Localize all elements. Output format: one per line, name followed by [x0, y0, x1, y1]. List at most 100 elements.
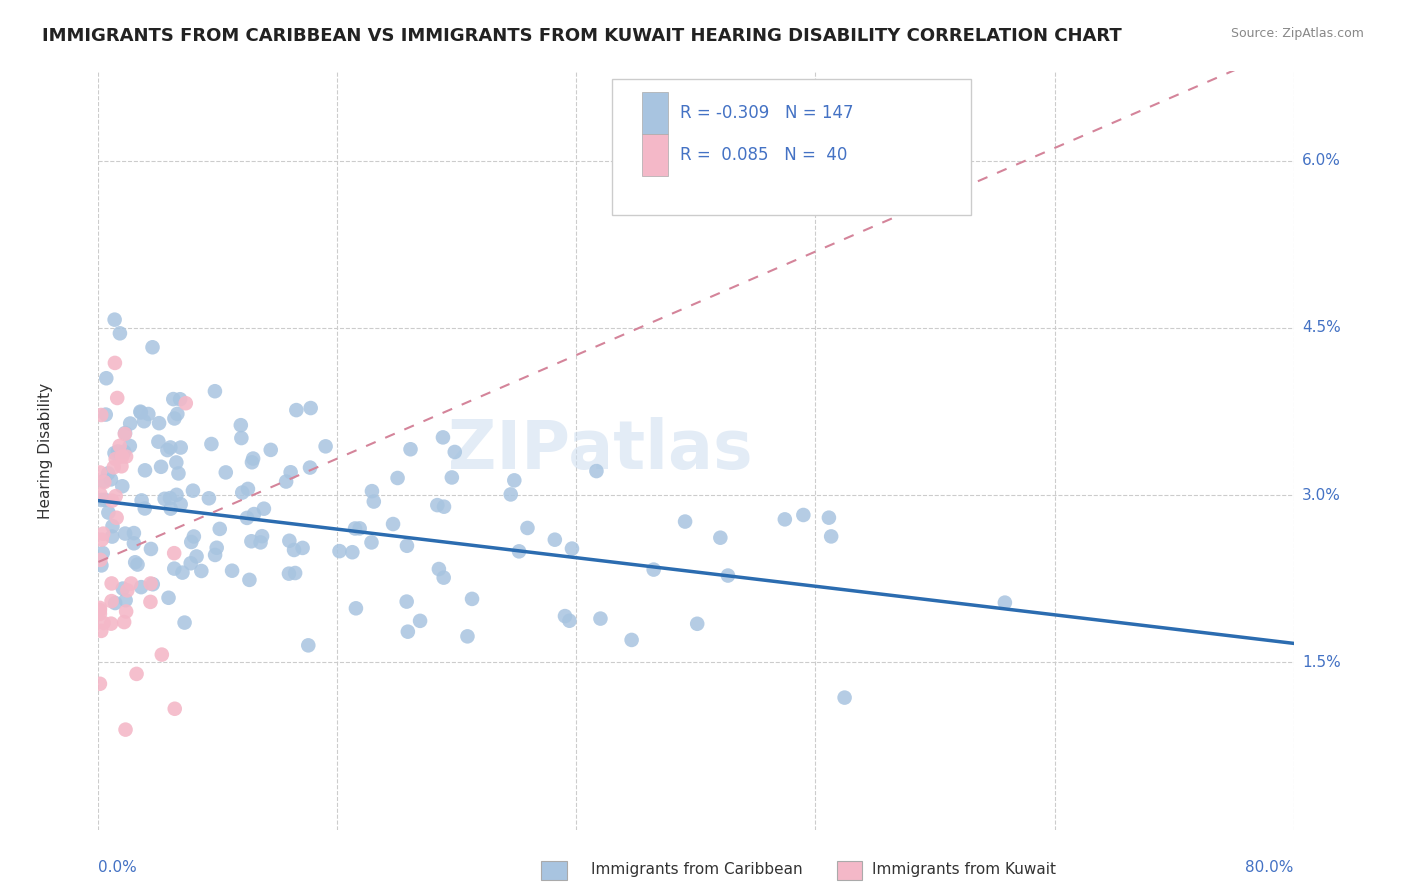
Point	[104, 596, 127, 610]
Point	[134, 501, 156, 516]
Point	[315, 439, 337, 453]
Point	[120, 576, 142, 591]
Point	[174, 396, 197, 410]
Point	[89, 466, 111, 480]
Point	[278, 533, 301, 548]
Point	[361, 484, 384, 499]
Point	[97, 506, 120, 520]
Point	[108, 326, 131, 341]
Point	[443, 445, 465, 459]
Point	[93, 615, 115, 630]
Point	[97, 467, 120, 481]
Text: Source: ZipAtlas.com: Source: ZipAtlas.com	[1230, 27, 1364, 40]
Point	[283, 543, 305, 558]
Text: 4.5%: 4.5%	[1302, 320, 1340, 335]
Text: 3.0%: 3.0%	[1302, 488, 1341, 502]
Point	[163, 546, 186, 560]
Point	[111, 450, 134, 464]
Point	[253, 501, 276, 516]
Point	[208, 522, 231, 536]
Point	[834, 690, 856, 705]
Text: R = -0.309   N = 147: R = -0.309 N = 147	[681, 104, 853, 122]
Point	[108, 439, 131, 453]
Point	[167, 467, 190, 481]
Point	[163, 411, 186, 425]
FancyBboxPatch shape	[643, 92, 668, 134]
Point	[205, 541, 228, 555]
Point	[433, 500, 456, 514]
Point	[114, 426, 136, 441]
Point	[238, 573, 260, 587]
Point	[153, 491, 176, 506]
Point	[170, 497, 193, 511]
Point	[100, 576, 122, 591]
Text: 6.0%: 6.0%	[1302, 153, 1341, 168]
Point	[90, 493, 112, 508]
Text: Immigrants from Caribbean: Immigrants from Caribbean	[591, 863, 803, 877]
Point	[162, 392, 184, 406]
Point	[773, 512, 796, 526]
Point	[163, 702, 186, 716]
Point	[124, 555, 146, 569]
Point	[150, 459, 173, 474]
Point	[249, 535, 271, 549]
Point	[114, 526, 136, 541]
Point	[236, 482, 259, 496]
Point	[163, 561, 186, 575]
Point	[100, 616, 122, 631]
Point	[89, 487, 111, 501]
Point	[111, 582, 134, 596]
Point	[426, 498, 449, 512]
Point	[589, 611, 612, 625]
Point	[117, 583, 139, 598]
FancyBboxPatch shape	[643, 134, 668, 176]
Point	[298, 460, 321, 475]
Point	[159, 441, 181, 455]
Point	[148, 434, 170, 449]
Point	[132, 414, 155, 428]
Point	[129, 580, 152, 594]
Point	[159, 501, 181, 516]
Point	[93, 475, 115, 489]
Point	[186, 549, 208, 564]
Point	[204, 384, 226, 399]
Point	[686, 616, 709, 631]
Point	[129, 405, 152, 419]
Point	[200, 437, 222, 451]
Point	[89, 601, 111, 615]
Point	[299, 401, 322, 415]
Point	[395, 539, 418, 553]
Point	[250, 529, 273, 543]
Point	[456, 629, 478, 643]
Point	[138, 407, 160, 421]
Point	[112, 615, 135, 629]
Point	[159, 491, 181, 505]
Point	[114, 593, 136, 607]
Point	[90, 533, 112, 547]
Text: Immigrants from Kuwait: Immigrants from Kuwait	[872, 863, 1056, 877]
Point	[129, 404, 152, 418]
Point	[278, 566, 301, 581]
Point	[107, 444, 129, 458]
Point	[100, 594, 122, 608]
Point	[344, 601, 367, 615]
Point	[461, 591, 484, 606]
Point	[101, 519, 124, 533]
Point	[166, 488, 188, 502]
Point	[91, 526, 114, 541]
Point	[173, 615, 195, 630]
Point	[291, 541, 314, 555]
Point	[328, 544, 350, 558]
Point	[204, 548, 226, 562]
Point	[90, 408, 112, 422]
Point	[363, 494, 385, 508]
Point	[260, 442, 283, 457]
Point	[93, 474, 115, 488]
Point	[120, 417, 142, 431]
Point	[103, 446, 125, 460]
Point	[243, 507, 266, 521]
Point	[172, 566, 194, 580]
Point	[432, 430, 454, 444]
Text: R =  0.085   N =  40: R = 0.085 N = 40	[681, 145, 848, 164]
Point	[183, 529, 205, 543]
